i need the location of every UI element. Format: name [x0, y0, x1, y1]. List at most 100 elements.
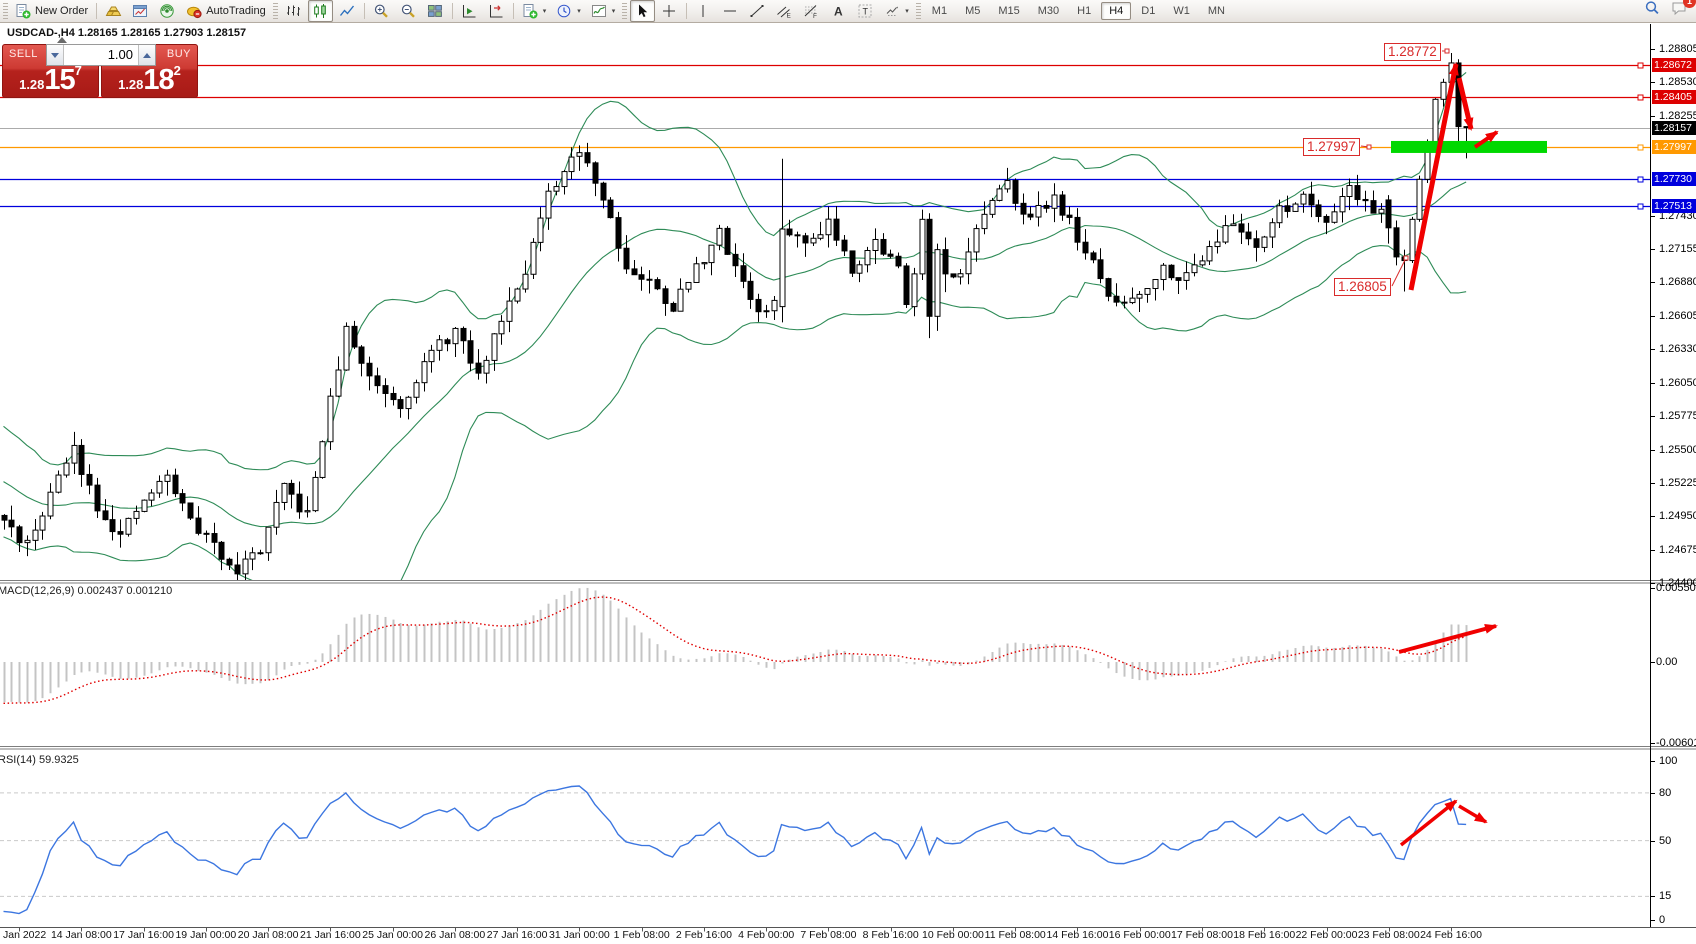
timeframe-button-m1[interactable]: M1 [931, 5, 948, 17]
rsi-axis-label: 100 [1659, 755, 1678, 767]
toolbar-grip[interactable] [3, 3, 8, 19]
toolbar-button-autotrading[interactable]: AutoTrading [182, 0, 270, 22]
candle-body [1082, 241, 1089, 254]
shift-icon [489, 4, 503, 17]
toolbar-grip[interactable] [915, 3, 921, 19]
timeframe-button-h4[interactable]: H4 [1101, 2, 1132, 20]
toolbar-button-signals[interactable] [155, 0, 180, 22]
current-price-badge: 1.28157 [1652, 120, 1696, 135]
hline-handle[interactable] [1637, 144, 1644, 151]
toolbar-button-periods[interactable]: ▾ [552, 0, 585, 22]
toolbar-button-zoom-in[interactable] [369, 0, 394, 22]
candle-body [483, 359, 490, 374]
candle-body [148, 492, 155, 501]
toolbar-button-line-chart[interactable] [335, 0, 360, 22]
timeframe-button-w1[interactable]: W1 [1173, 5, 1190, 17]
autoscroll-icon [462, 4, 476, 17]
toolbar-button-market-watch[interactable] [128, 0, 153, 22]
toolbar-button-auto-scroll[interactable] [457, 0, 482, 22]
timeframe-button-h1[interactable]: H1 [1077, 5, 1092, 17]
buy-label: BUY [166, 48, 191, 60]
candle-body [553, 186, 560, 192]
timeframe-button-d1[interactable]: D1 [1141, 5, 1156, 17]
hline-handle[interactable] [1637, 62, 1644, 69]
toolbar-button-chart-shift[interactable] [484, 0, 509, 22]
candle-body [957, 273, 964, 278]
line-icon [339, 5, 354, 16]
toolbar-button-horizontal-line[interactable] [718, 0, 743, 22]
annotation-arrow[interactable] [1456, 77, 1474, 131]
candle-body [530, 241, 537, 275]
price-badge-1.27513: 1.27513 [1652, 198, 1696, 213]
volume-input[interactable]: 1.00 [107, 47, 133, 62]
crosshair-icon [663, 4, 676, 17]
candle-body [1097, 259, 1104, 280]
candle-body [335, 369, 342, 397]
hline-handle[interactable] [1637, 176, 1644, 183]
candle-body [1059, 194, 1066, 216]
toolbar-button-search[interactable] [1644, 0, 1661, 22]
toolbar-button-indicators[interactable]: ▾ [587, 0, 620, 22]
candle-body [1206, 246, 1213, 262]
green-zone-box[interactable] [1391, 140, 1547, 153]
toolbar-button-arrows[interactable]: ▾ [880, 0, 913, 22]
timeframe-button-mn[interactable]: MN [1207, 5, 1225, 17]
timeframe-button-m5[interactable]: M5 [965, 5, 981, 17]
annotation-arrow[interactable] [1458, 804, 1488, 824]
toolbar-button-text[interactable]: A [826, 0, 851, 22]
candle-body [1346, 185, 1353, 198]
toolbar-button-cursor[interactable] [630, 0, 656, 22]
toolbar-button-candlestick-chart[interactable] [307, 0, 333, 22]
price-axis-label: 1.26605 [1659, 309, 1696, 322]
candle-body [1012, 180, 1019, 204]
toolbar-button-new-order[interactable]: New Order [11, 0, 92, 22]
annotation-arrow[interactable] [1399, 799, 1458, 847]
price-axis-label: 1.24675 [1659, 543, 1696, 556]
toolbar-button-trendline[interactable] [745, 0, 770, 22]
toolbar-button-chat[interactable]: 1 [1671, 0, 1696, 22]
candle-body [86, 473, 93, 486]
callout-anchor [1403, 255, 1409, 261]
candle-body [1315, 204, 1322, 217]
toolbar-button-templates[interactable]: ▾ [518, 0, 551, 22]
toolbar-separator [512, 3, 514, 19]
price-callout-1.28772[interactable]: 1.28772 [1384, 43, 1441, 61]
hline-handle[interactable] [1637, 203, 1644, 210]
volume-increase-button[interactable] [138, 45, 155, 65]
new-order-icon [16, 3, 31, 18]
candle-body [1362, 198, 1369, 202]
toolbar-button-vertical-line[interactable] [691, 0, 716, 22]
one-click-collapse-icon[interactable] [57, 37, 67, 43]
candle-body [390, 392, 397, 401]
volume-decrease-button[interactable] [47, 45, 64, 65]
price-callout-1.26805[interactable]: 1.26805 [1334, 278, 1391, 296]
toolbar-button-tile-windows[interactable] [423, 0, 448, 22]
price-badge-1.27997: 1.27997 [1652, 139, 1696, 154]
candle-body [203, 532, 210, 535]
toolbar-button-crosshair[interactable] [657, 0, 682, 22]
price-callout-1.27997[interactable]: 1.27997 [1303, 138, 1360, 156]
annotation-arrow[interactable] [1398, 624, 1498, 654]
annotation-arrow[interactable] [1473, 130, 1499, 149]
toolbar-button-text-label[interactable]: T [853, 0, 878, 22]
candle-body [195, 517, 202, 534]
toolbar-button-zoom-out[interactable] [396, 0, 421, 22]
toolbar-grip[interactable] [272, 3, 278, 19]
search-icon [1645, 1, 1659, 15]
toolbar-grip[interactable] [622, 3, 628, 19]
candle-body [156, 480, 163, 494]
toolbar-separator [451, 3, 453, 19]
annotation-arrow[interactable] [1408, 62, 1459, 291]
toolbar-button-bar-chart[interactable] [281, 0, 306, 22]
toolbar-button-equidistant-channel[interactable]: E [772, 0, 797, 22]
timeframe-button-m15[interactable]: M15 [998, 5, 1020, 17]
hline-handle[interactable] [1637, 94, 1644, 101]
toolbar-button-deposit[interactable] [101, 0, 126, 22]
toolbar-button-fibonacci[interactable]: F [799, 0, 824, 22]
candle-body [825, 218, 832, 236]
candle-body [1152, 279, 1159, 290]
candle-body [1105, 278, 1112, 297]
toolbar-separator [96, 3, 98, 19]
timeframe-button-m30[interactable]: M30 [1037, 5, 1060, 17]
